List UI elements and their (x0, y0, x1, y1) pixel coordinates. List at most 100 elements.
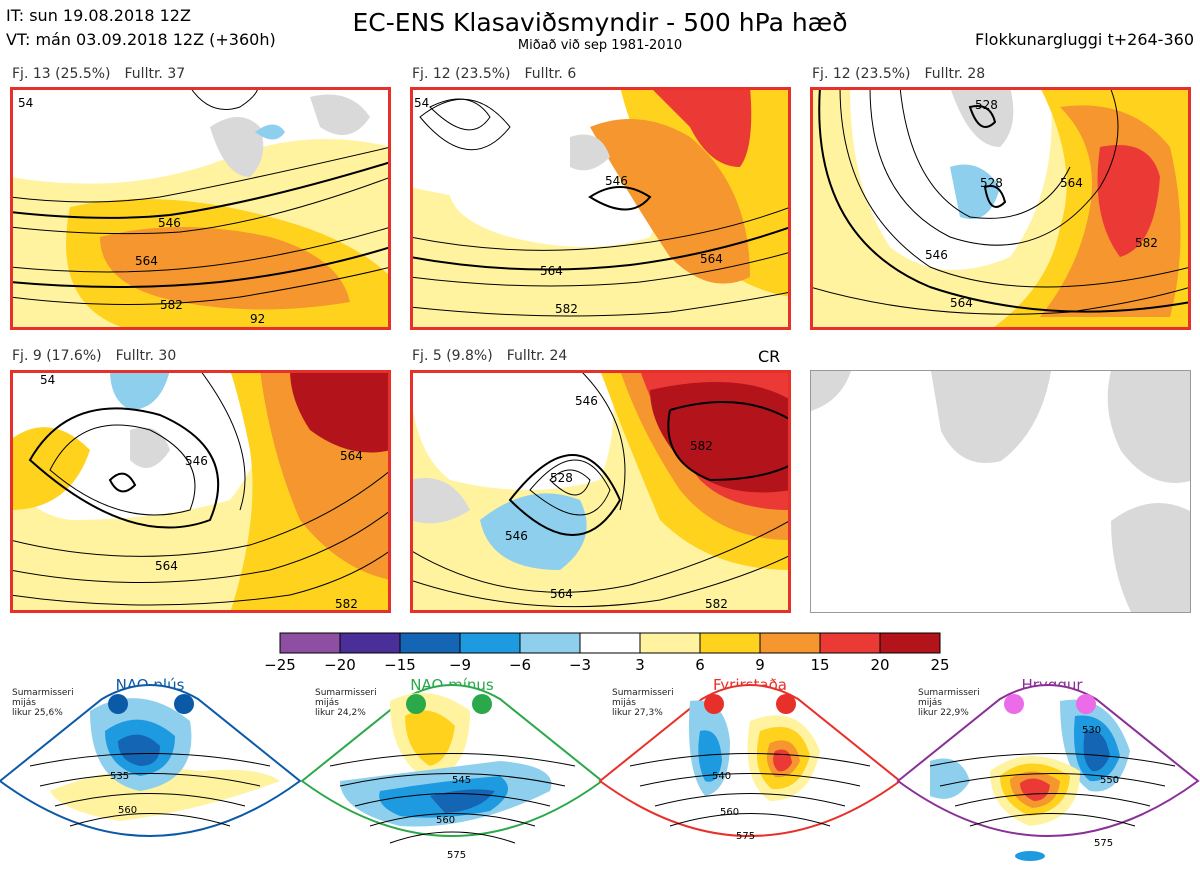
valid-time: VT: mán 03.09.2018 12Z (+360h) (6, 30, 276, 49)
positive-max (650, 87, 752, 167)
contour-label: 575 (736, 831, 755, 842)
contour-label: 540 (712, 771, 731, 782)
colorbar-segment (879, 632, 941, 654)
contour-label: 582 (1135, 236, 1158, 250)
contour-label: 564 (155, 559, 178, 573)
contour-label: 528 (550, 471, 573, 485)
colorbar-tick-label: −15 (384, 656, 416, 674)
colorbar-segment (339, 632, 401, 654)
contour-label: 54 (18, 96, 33, 110)
cluster-2-frequency: Fj. 12 (23.5%) (412, 66, 511, 82)
cluster-5-map: 546 546 564 582 582 528 (410, 370, 791, 613)
contour-label: 564 (950, 296, 973, 310)
cluster-1-frequency: Fj. 13 (25.5%) (12, 66, 111, 82)
cluster-3-map: 528 528 546 564 582 564 (810, 87, 1191, 330)
contour-label: 582 (555, 302, 578, 316)
initial-time: IT: sun 19.08.2018 12Z (6, 6, 191, 25)
contour-label: 546 (925, 248, 948, 262)
contour-label: 582 (705, 597, 728, 611)
colorbar-tick-label: 25 (930, 656, 950, 674)
contour-label: 575 (1094, 838, 1113, 849)
negative-spot (950, 164, 1000, 219)
colorbar-tick-label: −9 (448, 656, 472, 674)
regime-3-map: 540 560 575 (598, 684, 902, 842)
colorbar-tick-label: 15 (810, 656, 830, 674)
greenland-land (210, 117, 264, 177)
negative-spot (255, 124, 285, 140)
cluster-4-border (10, 370, 391, 613)
colorbar-tick-label: −3 (568, 656, 592, 674)
negative-spot (110, 370, 170, 410)
colorbar-segment (279, 632, 341, 654)
regime-4-info: Sumarmisseri mijás likur 22,9% (918, 688, 980, 718)
colorbar-segment (399, 632, 461, 654)
contour-label: 564 (550, 587, 573, 601)
colorbar (279, 632, 941, 654)
europe-land (1111, 503, 1190, 612)
contour-label: 564 (540, 264, 563, 278)
regime-2-map: 545 560 575 (300, 684, 604, 861)
colorbar-segment (579, 632, 641, 654)
neutral-zone (10, 87, 391, 184)
cluster-1-border (10, 87, 391, 330)
contour-label: 546 (185, 454, 208, 468)
blank-reference-map (810, 370, 1191, 613)
contour-label: 535 (110, 771, 129, 782)
greenland-land (410, 478, 470, 524)
cluster-3-border (810, 87, 1191, 330)
cluster-5-frequency: Fj. 5 (9.8%) (412, 348, 493, 364)
contour-label: 54 (414, 96, 429, 110)
cluster-1-representative: Fulltr. 37 (124, 66, 186, 82)
colorbar-segment (639, 632, 701, 654)
colorbar-tick-label: 9 (755, 656, 765, 674)
colorbar-tick-label: 3 (635, 656, 645, 674)
cr-label: CR (758, 347, 781, 366)
colorbar-segment (519, 632, 581, 654)
contour-label: 582 (335, 597, 358, 611)
colorbar-segment (759, 632, 821, 654)
contour-label: 546 (158, 216, 181, 230)
greenland-land (931, 371, 1051, 463)
scandinavia-land (310, 94, 370, 135)
colorbar-tick-label: 6 (695, 656, 705, 674)
contour-label: 564 (1060, 176, 1083, 190)
positive-core (590, 119, 750, 284)
contour-label: 582 (160, 298, 183, 312)
page-subtitle: Miðað við sep 1981-2010 (517, 38, 683, 53)
neutral-zone (448, 168, 656, 247)
contour-label: 560 (720, 807, 739, 818)
classification-window: Flokkunargluggi t+264-360 (975, 30, 1194, 49)
regime-2-info: Sumarmisseri mijás likur 24,2% (315, 688, 377, 718)
colorbar-tick-label: −25 (264, 656, 296, 674)
contour-label: 546 (505, 529, 528, 543)
contour-label: 564 (135, 254, 158, 268)
contour-label: 550 (1100, 775, 1119, 786)
canada-land (811, 371, 851, 411)
regime-maps: 535 560 545 560 575 (0, 684, 1200, 861)
cluster-3-frequency: Fj. 12 (23.5%) (812, 66, 911, 82)
contour-label: 546 (605, 174, 628, 188)
contour-label: 564 (700, 252, 723, 266)
cluster-2-representative: Fulltr. 6 (524, 66, 577, 82)
contour-label: 582 (690, 439, 713, 453)
cluster-1-label: Fj. 13 (25.5%) Fulltr. 37 (12, 66, 199, 82)
cluster-4-label: Fj. 9 (17.6%) Fulltr. 30 (12, 348, 190, 364)
page-title: EC-ENS Klasaviðsmyndir - 500 hPa hæð (352, 8, 848, 37)
colorbar-segment (459, 632, 521, 654)
contour-label: 560 (436, 815, 455, 826)
contour-label: 546 (575, 394, 598, 408)
colorbar-tick-label: −6 (508, 656, 532, 674)
cluster-2-label: Fj. 12 (23.5%) Fulltr. 6 (412, 66, 590, 82)
neutral-zone (410, 370, 614, 490)
contour-label: 545 (452, 775, 471, 786)
contour-label: 528 (980, 176, 1003, 190)
cluster-2-border (410, 87, 791, 330)
cluster-1-map: 546 564 582 92 54 (10, 87, 391, 330)
scandinavia-land (1107, 371, 1190, 483)
cluster-5-label: Fj. 5 (9.8%) Fulltr. 24 (412, 348, 581, 364)
regime-3-info: Sumarmisseri mijás likur 27,3% (612, 688, 674, 718)
contour-label: 530 (1082, 725, 1101, 736)
colorbar-segment (819, 632, 881, 654)
regime-1-info: Sumarmisseri mijás likur 25,6% (12, 688, 74, 718)
cluster-3-label: Fj. 12 (23.5%) Fulltr. 28 (812, 66, 999, 82)
